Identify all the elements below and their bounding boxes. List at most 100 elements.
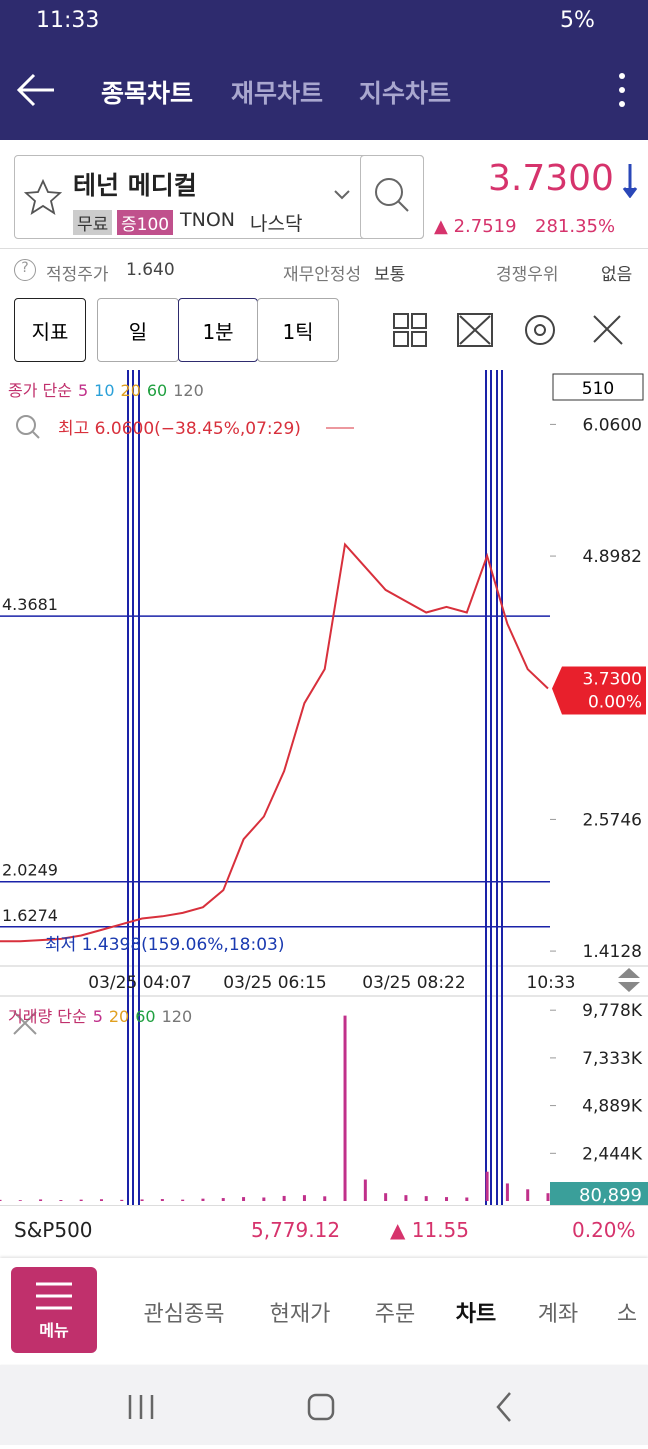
toolbar-icons[interactable] bbox=[390, 310, 640, 350]
volume-bar bbox=[404, 1195, 408, 1201]
tab[interactable]: 종목차트 bbox=[101, 79, 194, 108]
menu-label: 메뉴 bbox=[39, 1321, 69, 1340]
x-tick-label: 03/25 06:15 bbox=[223, 973, 326, 993]
last-price: 3.7300 bbox=[583, 669, 642, 689]
nav-tab[interactable]: 주문 bbox=[374, 1302, 416, 1327]
search-button[interactable] bbox=[360, 155, 424, 239]
battery: 5% bbox=[560, 8, 595, 33]
level-label: 1.6274 bbox=[2, 906, 58, 925]
legend-item: 20 bbox=[121, 381, 141, 400]
volume-bar bbox=[59, 1200, 63, 1201]
volume-bar bbox=[485, 1171, 489, 1201]
bar-count: 510 bbox=[582, 379, 614, 399]
level-label: 4.3681 bbox=[2, 595, 58, 614]
y-tick-label: 1.4128 bbox=[583, 942, 642, 962]
legend-item: 120 bbox=[173, 381, 204, 400]
time: 11:33 bbox=[36, 8, 100, 33]
info-row: ? 적정주가 1.640 재무안정성 보통 경쟁우위 없음 bbox=[0, 248, 648, 290]
star-icon[interactable] bbox=[24, 178, 62, 216]
volume-bar bbox=[221, 1198, 225, 1201]
info-value: 없음 bbox=[601, 265, 633, 285]
nav-tab[interactable]: 계좌 bbox=[537, 1302, 579, 1327]
period-button[interactable]: 1분 bbox=[178, 298, 258, 362]
volume-bar bbox=[140, 1199, 144, 1201]
info-label: 경쟁우위 bbox=[496, 265, 559, 285]
price-line bbox=[0, 542, 549, 943]
volume-bar bbox=[343, 1015, 347, 1201]
volume-bar bbox=[262, 1197, 266, 1201]
volume-bar bbox=[242, 1197, 246, 1201]
legend-item: 120 bbox=[162, 1007, 193, 1026]
system-nav bbox=[0, 1365, 648, 1445]
volume-bar bbox=[465, 1197, 469, 1201]
tab[interactable]: 재무차트 bbox=[231, 79, 324, 108]
menu-button[interactable]: 메뉴 bbox=[11, 1267, 97, 1353]
more-button[interactable] bbox=[612, 70, 632, 110]
legend-item: 60 bbox=[135, 1007, 155, 1026]
low-note: 최저 1.4398(159.06%,18:03) bbox=[45, 935, 284, 955]
back-button[interactable] bbox=[14, 70, 58, 110]
nav-tab[interactable]: 현재가 bbox=[269, 1302, 331, 1327]
legend-item: 5 bbox=[78, 381, 88, 400]
volume-bar bbox=[120, 1199, 124, 1201]
y-tick-label: 4.8982 bbox=[583, 547, 642, 567]
change: ▲ 2.7519 bbox=[434, 216, 517, 237]
nav-tab[interactable]: 차트 bbox=[455, 1302, 497, 1327]
last-volume: 80,899 bbox=[579, 1185, 642, 1206]
legend-title: 거래량 단순 bbox=[8, 1007, 87, 1026]
tag: 무료 bbox=[73, 210, 113, 235]
info-label: 적정주가 bbox=[46, 265, 109, 285]
x-tick-label: 03/25 04:07 bbox=[88, 973, 191, 993]
last-price-box bbox=[552, 666, 646, 715]
y-tick-label: 4,889K bbox=[582, 1097, 643, 1117]
index-pct: 0.20% bbox=[572, 1218, 636, 1242]
volume-bar bbox=[160, 1199, 164, 1201]
legend-item: 60 bbox=[147, 381, 167, 400]
info-value: 보통 bbox=[374, 265, 406, 285]
volume-bar bbox=[445, 1197, 449, 1201]
change-value: 2.7519 bbox=[453, 216, 517, 237]
legend: 거래량 단순 5 20 60 120 bbox=[8, 1007, 192, 1026]
market: 나스닥 bbox=[250, 213, 303, 235]
legend-item: 20 bbox=[109, 1007, 129, 1026]
period-button[interactable]: 1틱 bbox=[257, 298, 339, 362]
legend-title: 종가 단순 bbox=[8, 381, 72, 400]
nav-tab[interactable]: 관심종목 bbox=[143, 1302, 225, 1327]
change-pct: 281.35% bbox=[535, 216, 616, 237]
tab[interactable]: 지수차트 bbox=[359, 79, 452, 108]
volume-bar bbox=[0, 1199, 2, 1201]
volume-bar bbox=[282, 1195, 286, 1201]
tag: 증100 bbox=[117, 210, 174, 235]
volume-bar bbox=[18, 1200, 22, 1201]
info-label: 재무안정성 bbox=[283, 265, 362, 285]
stock-name: 테넌 메디컬 bbox=[73, 171, 197, 200]
ticker: TNON bbox=[180, 209, 235, 231]
indicator-button[interactable]: 지표 bbox=[14, 298, 86, 362]
period-button[interactable]: 일 bbox=[97, 298, 179, 362]
volume-bar bbox=[526, 1189, 530, 1201]
volume-bar bbox=[39, 1199, 43, 1201]
last-pct: 0.00% bbox=[588, 692, 642, 712]
nav-tab[interactable]: 소 bbox=[616, 1302, 638, 1327]
y-tick-label: 6.0600 bbox=[583, 415, 642, 435]
volume-bar bbox=[424, 1196, 428, 1201]
legend: 종가 단순 5 10 20 60 120 bbox=[8, 381, 204, 400]
volume-bar bbox=[546, 1193, 550, 1201]
x-tick-label: 03/25 08:22 bbox=[362, 973, 465, 993]
index-value: 5,779.12 bbox=[251, 1218, 341, 1242]
legend-item: 10 bbox=[94, 381, 114, 400]
volume-bar bbox=[181, 1199, 185, 1201]
index-change-value: 11.55 bbox=[411, 1218, 470, 1242]
y-tick-label: 2,444K bbox=[582, 1144, 643, 1164]
volume-bar bbox=[302, 1195, 306, 1201]
index-row[interactable]: S&P500 5,779.12 ▲ 11.55 0.20% bbox=[0, 1205, 648, 1255]
legend-item: 5 bbox=[93, 1007, 103, 1026]
dropdown[interactable] bbox=[332, 188, 352, 202]
last-volume-box bbox=[550, 1182, 648, 1206]
down-arrow bbox=[622, 164, 638, 198]
y-tick-label: 2.5746 bbox=[583, 810, 642, 830]
top-bar bbox=[0, 0, 648, 140]
price: 3.7300 bbox=[488, 158, 614, 199]
